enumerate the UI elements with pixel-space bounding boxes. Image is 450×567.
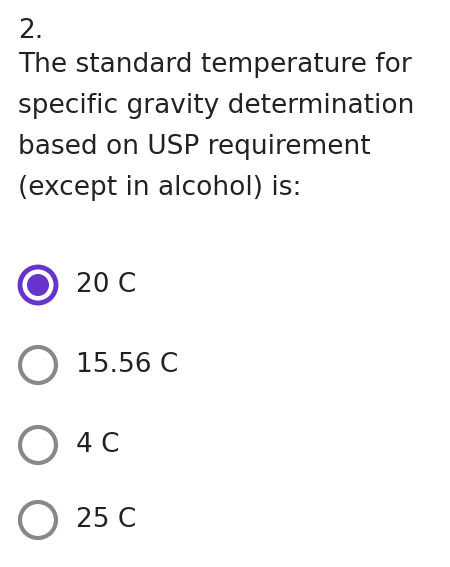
- Text: 15.56 C: 15.56 C: [76, 352, 178, 378]
- Text: 4 C: 4 C: [76, 432, 120, 458]
- Circle shape: [20, 267, 56, 303]
- Circle shape: [20, 502, 56, 538]
- Circle shape: [27, 274, 49, 296]
- Circle shape: [20, 427, 56, 463]
- Circle shape: [20, 347, 56, 383]
- Text: 2.: 2.: [18, 18, 43, 44]
- Text: 20 C: 20 C: [76, 272, 136, 298]
- Text: The standard temperature for
specific gravity determination
based on USP require: The standard temperature for specific gr…: [18, 52, 414, 201]
- Text: 25 C: 25 C: [76, 507, 136, 533]
